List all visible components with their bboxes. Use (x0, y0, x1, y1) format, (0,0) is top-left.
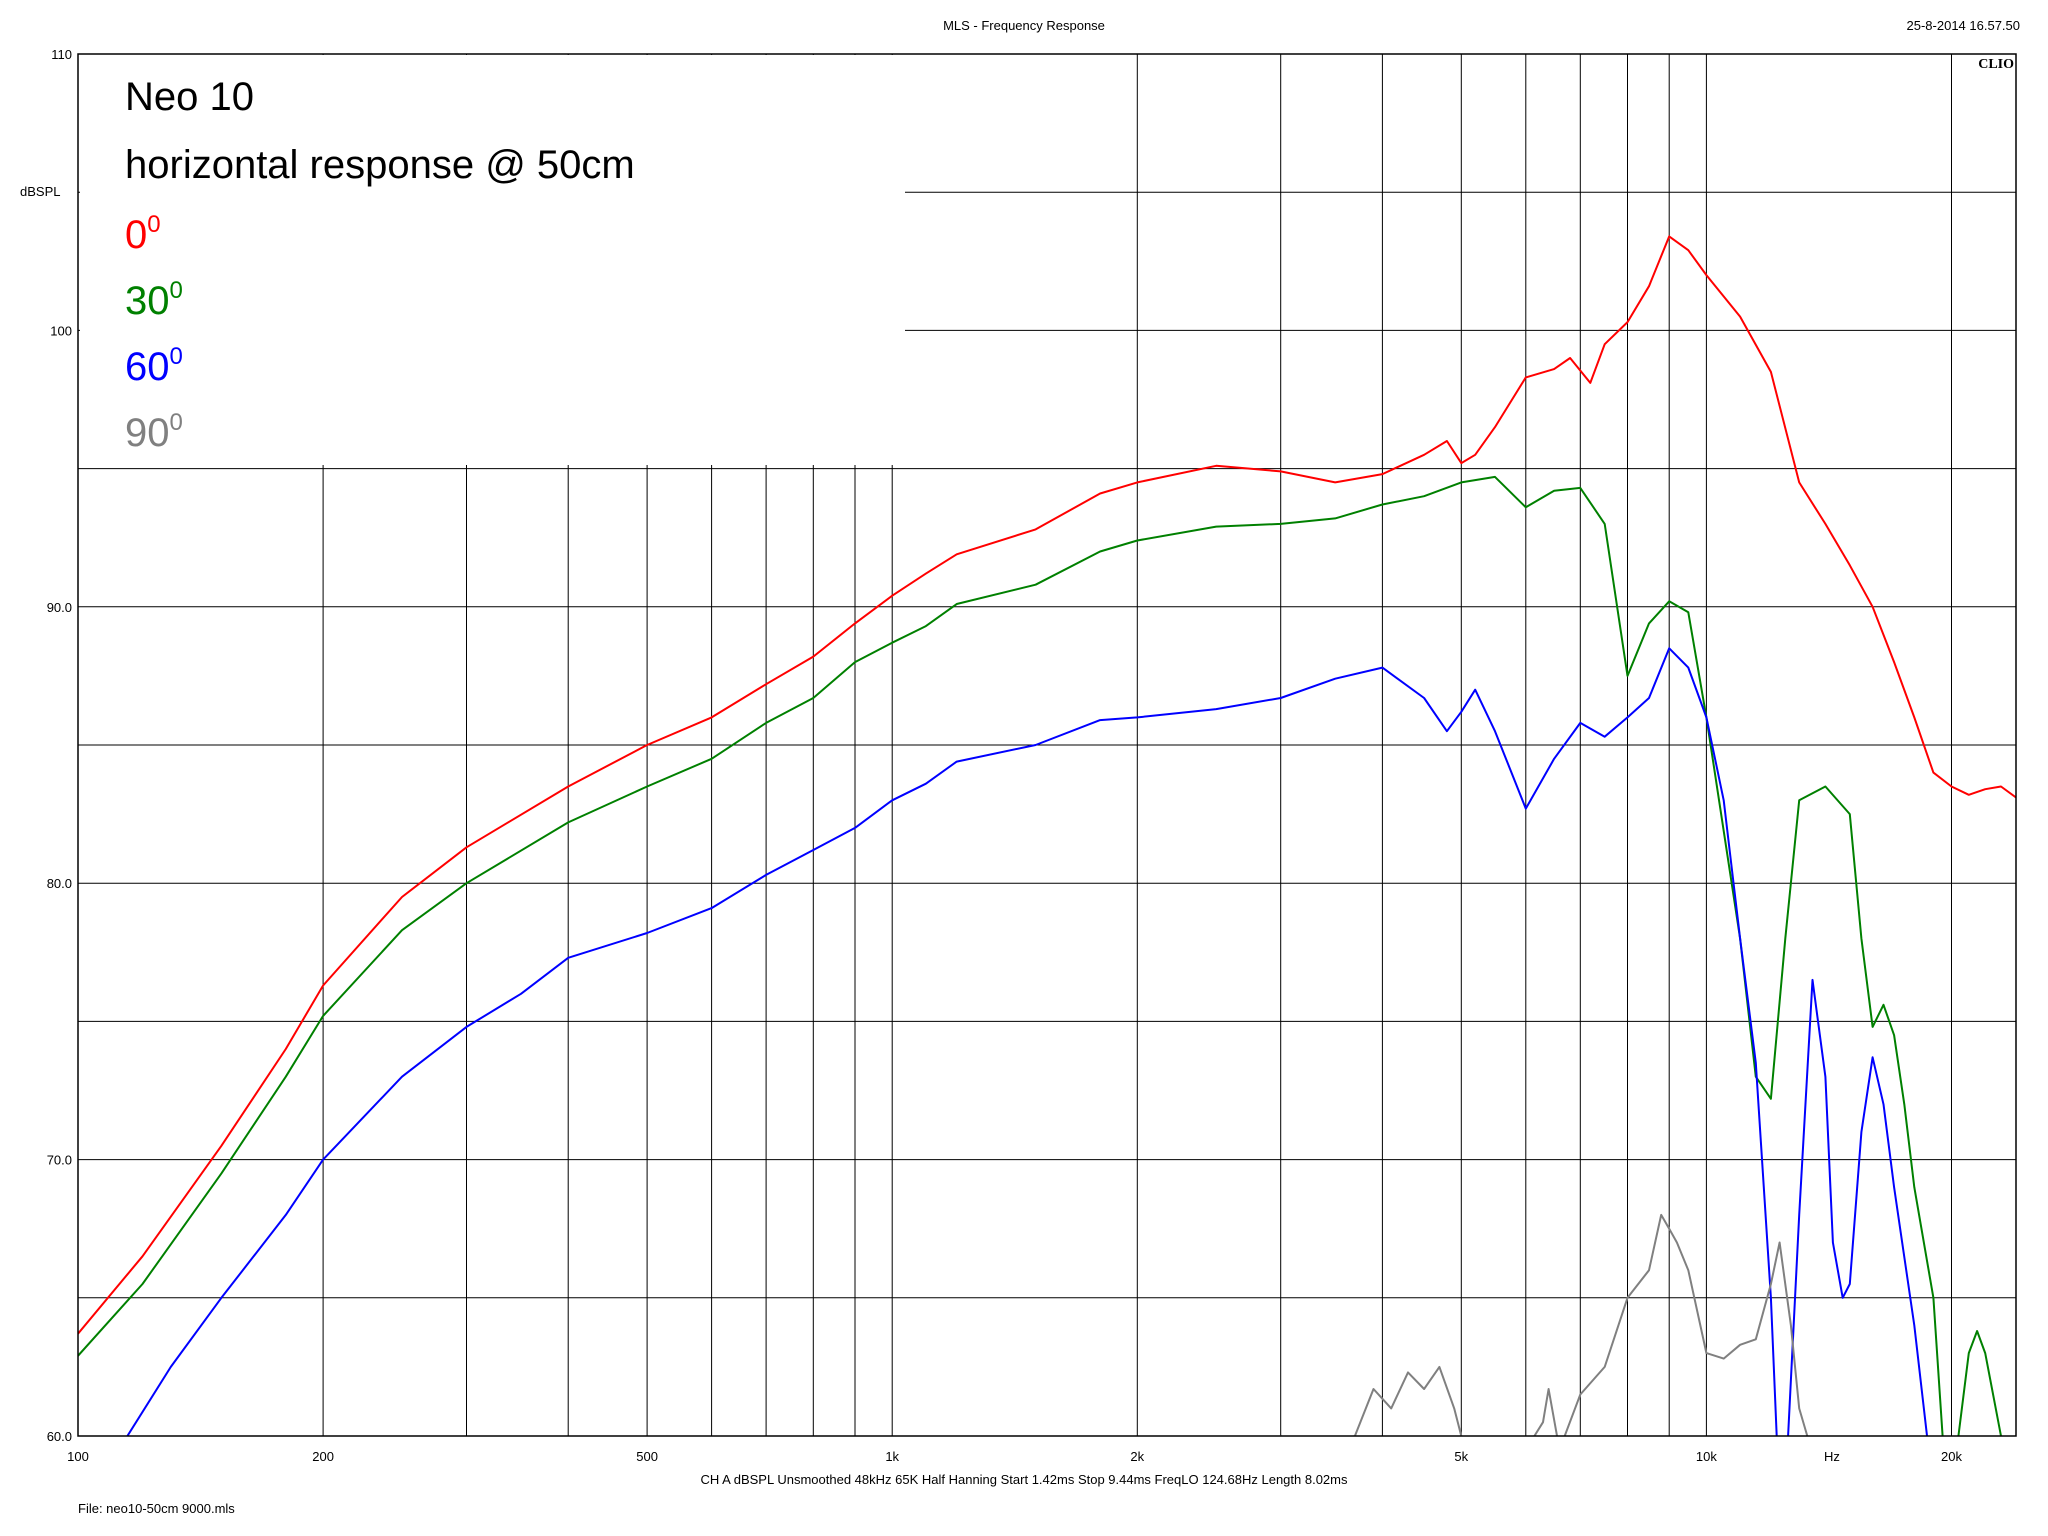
x-tick-label: 5k (1454, 1449, 1468, 1464)
x-tick-label: 1k (885, 1449, 899, 1464)
series-line-0 (78, 235, 2016, 1335)
x-tick-label: 200 (312, 1449, 334, 1464)
x-tick-label: 10k (1696, 1449, 1717, 1464)
clio-logo: CLIO (1978, 57, 2014, 72)
legend-box (80, 55, 905, 465)
window-title: MLS - Frequency Response (943, 18, 1105, 33)
x-tick-label: 2k (1130, 1449, 1144, 1464)
x-tick-label: 500 (636, 1449, 658, 1464)
legend-entry-30: 300 (125, 277, 183, 323)
x-tick-label: 100 (67, 1449, 89, 1464)
y-tick-label: 70.0 (47, 1153, 72, 1168)
y-axis-ticks: 60.0 70.0 80.0 90.0 100 110 (47, 47, 72, 1444)
y-tick-label: 110 (51, 47, 72, 62)
series-line-30 (78, 475, 2003, 1436)
chart-subtitle: horizontal response @ 50cm (125, 143, 635, 187)
y-axis-label: dBSPL (20, 184, 60, 199)
y-tick-label: 60.0 (47, 1429, 72, 1444)
x-tick-label: 20k (1941, 1449, 1962, 1464)
legend-entry-60: 600 (125, 343, 183, 389)
series-line-60 (126, 647, 1929, 1436)
y-tick-label: 80.0 (47, 876, 72, 891)
measurement-settings: CH A dBSPL Unsmoothed 48kHz 65K Half Han… (701, 1472, 1348, 1487)
y-tick-label: 90.0 (47, 600, 72, 615)
x-axis-label: Hz (1824, 1449, 1840, 1464)
series-line-90 (1279, 1213, 1809, 1436)
timestamp: 25-8-2014 16.57.50 (1907, 18, 2020, 33)
file-name: File: neo10-50cm 9000.mls (78, 1501, 235, 1516)
y-tick-label: 100 (50, 323, 72, 338)
plot-frame (77, 53, 2017, 1437)
series-lines (78, 235, 2016, 1436)
chart-title: Neo 10 (125, 75, 254, 119)
x-axis-ticks: 100 200 500 1k 2k 5k 10k 20k (67, 1449, 1962, 1464)
